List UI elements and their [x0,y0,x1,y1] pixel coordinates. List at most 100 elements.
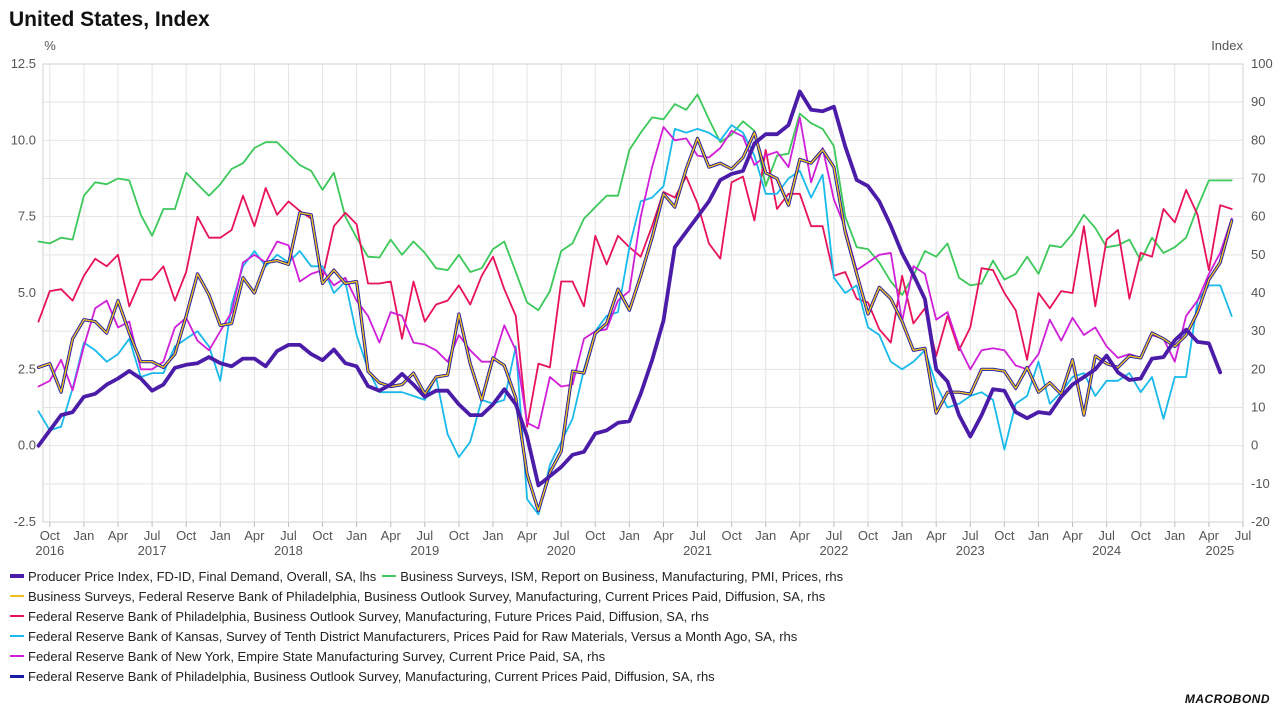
left-axis-unit: % [44,38,56,53]
legend-swatch [382,575,397,577]
left-tick-label: 7.5 [18,209,36,224]
series-line-ppi [36,89,1223,488]
right-tick-label: 40 [1251,285,1265,300]
x-tick-label: Jul [689,528,706,543]
legend-label: Federal Reserve Bank of Philadelphia, Bu… [28,668,715,684]
x-tick-label: Jan [892,528,913,543]
x-tick-label: Jan [73,528,94,543]
x-tick-label: Oct [722,528,743,543]
year-label: 2019 [410,543,439,558]
x-tick-label: Oct [40,528,61,543]
right-tick-label: 20 [1251,361,1265,376]
x-tick-label: Oct [585,528,606,543]
legend-row: Federal Reserve Bank of Philadelphia, Bu… [10,606,1210,626]
year-label: 2016 [35,543,64,558]
x-tick-label: Apr [244,528,265,543]
legend-swatch [10,635,24,637]
x-tick-label: Jan [483,528,504,543]
x-tick-label: Oct [994,528,1015,543]
x-tick-label: Oct [449,528,470,543]
x-tick-label: Jul [962,528,979,543]
legend-swatch [10,595,24,597]
left-tick-label: 10.0 [11,132,36,147]
x-tick-label: Jan [346,528,367,543]
right-tick-label: 80 [1251,132,1265,147]
x-tick-label: Apr [1062,528,1083,543]
legend-swatch [10,574,24,578]
page-title: United States, Index [9,8,210,31]
right-tick-label: 0 [1251,438,1258,453]
x-tick-label: Apr [790,528,811,543]
series-line-ny [37,116,1233,430]
year-label: 2017 [138,543,167,558]
x-tick-label: Oct [312,528,333,543]
right-tick-label: 60 [1251,209,1265,224]
year-label: 2024 [1092,543,1121,558]
legend-row: Business Surveys, Federal Reserve Bank o… [10,586,1210,606]
x-tick-label: Jul [417,528,434,543]
plot-frame [42,63,1244,523]
legend-item-ny: Federal Reserve Bank of New York, Empire… [10,649,605,664]
right-tick-label: 70 [1251,171,1265,186]
x-tick-label: Apr [926,528,947,543]
x-tick-label: Oct [858,528,879,543]
x-tick-label: Jan [755,528,776,543]
legend-row: Federal Reserve Bank of Philadelphia, Bu… [10,666,1210,686]
right-tick-label: 50 [1251,247,1265,262]
right-tick-label: 30 [1251,323,1265,338]
x-tick-label: Jul [144,528,161,543]
legend-label: Business Surveys, ISM, Report on Busines… [400,568,844,584]
x-tick-label: Jan [1028,528,1049,543]
series-line-ism [37,93,1233,312]
series-line-philly_cur [37,132,1233,512]
left-tick-label: 12.5 [11,56,36,71]
right-axis-unit: Index [1211,38,1243,53]
x-tick-label: Apr [108,528,129,543]
legend-item-philly_cur_blue: Federal Reserve Bank of Philadelphia, Bu… [10,669,715,684]
legend-label: Business Surveys, Federal Reserve Bank o… [28,588,826,604]
left-tick-label: 5.0 [18,285,36,300]
x-tick-label: Jul [1098,528,1115,543]
year-label: 2018 [274,543,303,558]
right-tick-label: 10 [1251,400,1265,415]
x-tick-label: Apr [517,528,538,543]
x-tick-label: Jan [619,528,640,543]
left-tick-label: 2.5 [18,361,36,376]
chart-legend: Producer Price Index, FD-ID, Final Deman… [10,566,1210,686]
legend-label: Federal Reserve Bank of New York, Empire… [28,648,606,664]
x-tick-label: Jan [210,528,231,543]
legend-row: Federal Reserve Bank of Kansas, Survey o… [10,626,1210,646]
legend-row: Producer Price Index, FD-ID, Final Deman… [10,566,1210,586]
left-tick-label: 0.0 [18,438,36,453]
legend-item-philly_fut: Federal Reserve Bank of Philadelphia, Bu… [10,609,709,624]
legend-label: Federal Reserve Bank of Philadelphia, Bu… [28,608,709,624]
year-label: 2023 [956,543,985,558]
right-tick-label: 90 [1251,94,1265,109]
right-tick-label: -20 [1251,514,1270,529]
x-tick-label: Jul [553,528,570,543]
x-tick-label: Oct [1131,528,1152,543]
year-label: 2022 [819,543,848,558]
right-tick-label: 100 [1251,56,1273,71]
x-tick-label: Oct [176,528,197,543]
legend-swatch [10,674,24,678]
brand-logo: MACROBOND [1184,692,1270,706]
series-line-philly_cur_blue [36,131,1234,513]
year-label: 2025 [1205,543,1234,558]
year-label: 2021 [683,543,712,558]
legend-swatch [10,655,24,657]
legend-label: Producer Price Index, FD-ID, Final Deman… [28,568,377,584]
legend-swatch [10,615,24,617]
x-tick-label: Apr [1199,528,1220,543]
x-tick-label: Apr [381,528,402,543]
legend-item-ism: Business Surveys, ISM, Report on Busines… [382,569,843,584]
right-tick-label: -10 [1251,476,1270,491]
x-tick-label: Jul [826,528,843,543]
legend-row: Federal Reserve Bank of New York, Empire… [10,646,1210,666]
x-tick-label: Jan [1164,528,1185,543]
legend-item-ppi: Producer Price Index, FD-ID, Final Deman… [10,569,376,584]
x-tick-label: Jul [1235,528,1252,543]
legend-item-philly_cur: Business Surveys, Federal Reserve Bank o… [10,589,825,604]
legend-label: Federal Reserve Bank of Kansas, Survey o… [28,628,798,644]
x-tick-label: Jul [280,528,297,543]
